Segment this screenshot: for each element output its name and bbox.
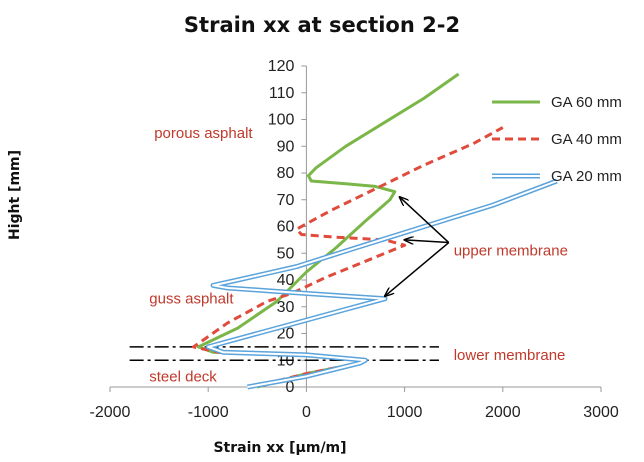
annotation-label: upper membrane bbox=[454, 243, 568, 260]
legend-label: GA 40 mm bbox=[551, 131, 622, 148]
y-tick-label: 100 bbox=[268, 112, 295, 129]
y-tick-label: 30 bbox=[277, 299, 295, 316]
y-tick-label: 120 bbox=[268, 58, 295, 75]
y-tick-label: 0 bbox=[285, 379, 294, 396]
x-tick-label: 0 bbox=[302, 404, 311, 421]
annotation-arrow bbox=[385, 241, 450, 296]
reference-lines bbox=[129, 346, 439, 362]
x-tick-label: -2000 bbox=[90, 404, 131, 421]
y-tick-label: 80 bbox=[277, 165, 295, 182]
annotation-label: lower membrane bbox=[454, 347, 566, 364]
x-tick-label: 1000 bbox=[387, 404, 423, 421]
annotation-label: porous asphalt bbox=[154, 125, 253, 142]
annotation-label: steel deck bbox=[149, 368, 217, 385]
legend-label: GA 60 mm bbox=[551, 94, 622, 111]
y-tick-label: 70 bbox=[277, 192, 295, 209]
chart-title: Strain xx at section 2-2 bbox=[184, 13, 460, 37]
annotation-arrow bbox=[405, 240, 449, 243]
annotation-label: guss asphalt bbox=[149, 291, 234, 308]
series-line-inner bbox=[207, 180, 558, 388]
annotation-arrow bbox=[400, 197, 450, 244]
y-tick-label: 50 bbox=[277, 245, 295, 262]
y-tick-label: 20 bbox=[277, 326, 295, 343]
y-tick-label: 90 bbox=[277, 138, 295, 155]
legend: GA 60 mm GA 40 mm GA 20 mm bbox=[492, 94, 622, 185]
legend-label: GA 20 mm bbox=[551, 168, 622, 185]
y-tick-label: 60 bbox=[277, 219, 295, 236]
annotations: porous asphalt guss asphalt steel deck uppe… bbox=[149, 125, 568, 385]
x-tick-label: -1000 bbox=[188, 404, 229, 421]
series-layer bbox=[192, 72, 558, 390]
x-axis-label: Strain xx [µm/m] bbox=[213, 440, 346, 456]
y-tick-label: 110 bbox=[269, 85, 295, 102]
x-tick-label: 3000 bbox=[583, 404, 619, 421]
y-tick-label: 40 bbox=[277, 272, 295, 289]
axes: -2000 -1000 0 1000 2000 300001020304050607080… bbox=[90, 58, 619, 421]
y-axis-label: Hight [mm] bbox=[7, 150, 23, 240]
x-tick-label: 2000 bbox=[485, 404, 521, 421]
series-line bbox=[192, 126, 504, 389]
